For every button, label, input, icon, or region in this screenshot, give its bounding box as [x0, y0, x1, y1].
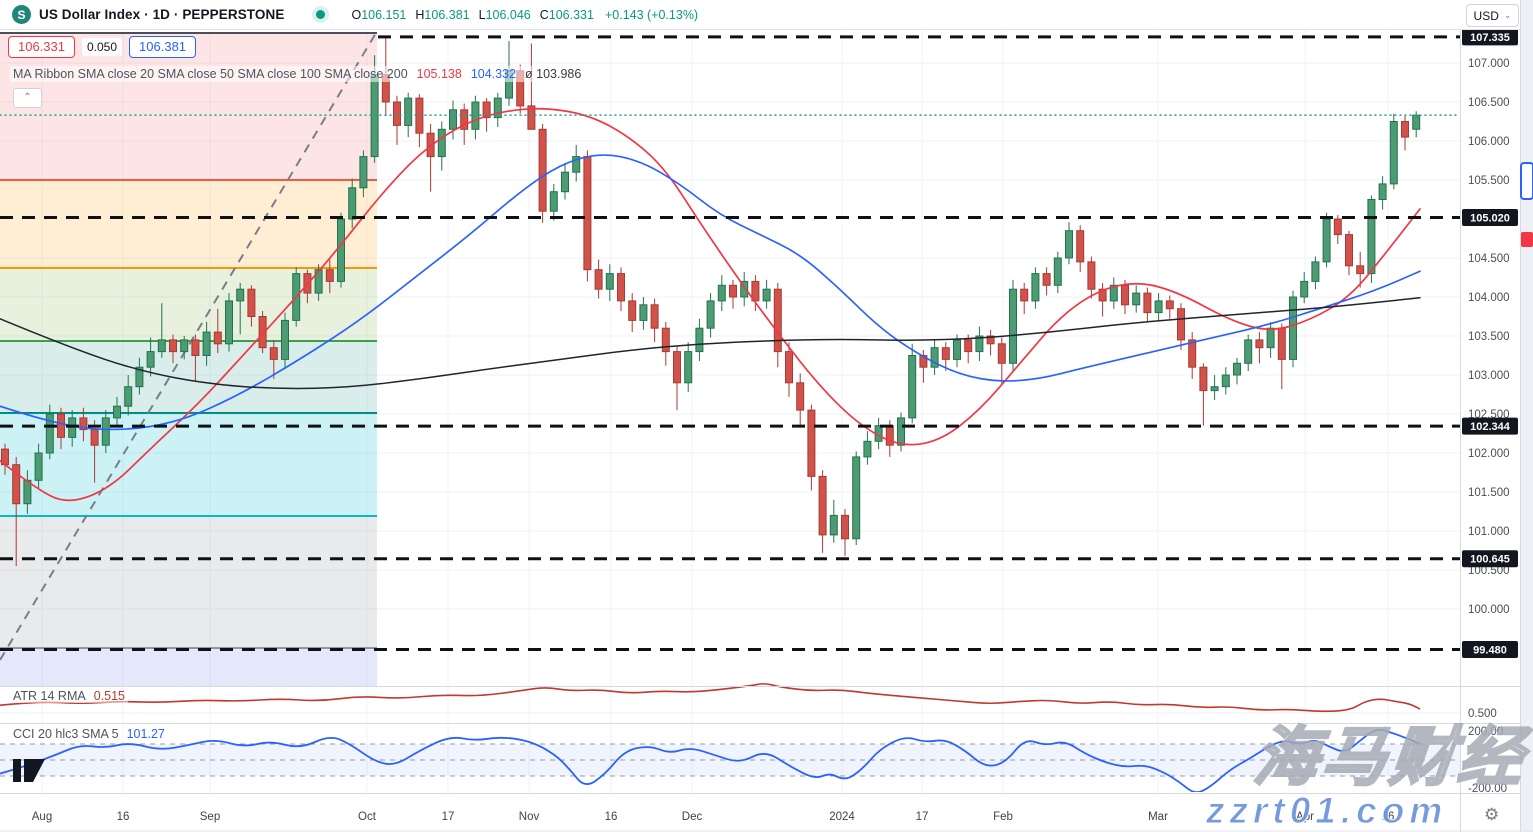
svg-text:104.000: 104.000 [1468, 292, 1510, 304]
cci-value: 101.27 [126, 727, 165, 741]
ma-ribbon-value-3: ø 103.986 [525, 67, 582, 81]
watermark-url: zzrt01.com [1205, 790, 1448, 832]
collapse-legend-button[interactable]: ⌃ [13, 88, 42, 108]
svg-text:Feb: Feb [993, 811, 1013, 823]
svg-text:105.020: 105.020 [1470, 212, 1510, 224]
ohlc-open: O106.151 [351, 7, 407, 22]
svg-text:2024: 2024 [829, 811, 855, 823]
svg-text:106.500: 106.500 [1468, 97, 1510, 109]
moving-averages [0, 107, 1421, 502]
svg-text:100.500: 100.500 [1468, 565, 1510, 577]
cci-indicator-legend[interactable]: CCI 20 hlc3 SMA 5 101.27 [10, 727, 168, 741]
right-panel-fragments [1520, 162, 1533, 247]
svg-text:-200.00: -200.00 [1468, 783, 1507, 795]
cci-label: CCI 20 hlc3 SMA 5 [13, 727, 119, 741]
svg-text:Apr: Apr [1296, 811, 1314, 823]
svg-text:107.335: 107.335 [1470, 32, 1510, 44]
svg-text:103.000: 103.000 [1468, 370, 1510, 382]
svg-text:105.500: 105.500 [1468, 175, 1510, 187]
buy-price-button[interactable]: 106.381 [129, 36, 197, 58]
svg-text:100.645: 100.645 [1470, 554, 1510, 566]
svg-text:Dec: Dec [682, 811, 703, 823]
ohlc-low: L106.046 [478, 7, 531, 22]
ohlc-close: C106.331 [539, 7, 594, 22]
watermark-cjk: 海马财经 [1249, 720, 1531, 795]
currency-label: USD [1473, 8, 1499, 23]
price-level-badge [1462, 550, 1518, 568]
sell-price-button[interactable]: 106.331 [8, 36, 75, 58]
price-level-badge [1462, 28, 1518, 46]
ma-ribbon-value-2: 104.332 [470, 67, 517, 81]
svg-text:16: 16 [117, 811, 130, 823]
symbol-logo[interactable]: S [12, 5, 31, 24]
svg-text:107.000: 107.000 [1468, 58, 1510, 70]
svg-text:17: 17 [916, 811, 929, 823]
svg-text:17: 17 [442, 811, 455, 823]
svg-text:0.500: 0.500 [1468, 708, 1497, 720]
price-level-badge [1462, 417, 1518, 435]
symbol-title[interactable]: US Dollar Index · 1D · PEPPERSTONE [39, 7, 285, 22]
svg-text:16: 16 [605, 811, 618, 823]
svg-text:102.000: 102.000 [1468, 448, 1510, 460]
atr-line [0, 683, 1421, 713]
tradingview-logo-icon[interactable] [13, 759, 47, 788]
price-level-badge [1462, 641, 1518, 659]
svg-text:100.000: 100.000 [1468, 604, 1510, 616]
cci-pane [0, 729, 1421, 792]
currency-dropdown[interactable]: USD ⌄ [1466, 4, 1519, 27]
svg-text:Aug: Aug [32, 811, 52, 823]
svg-text:101.000: 101.000 [1468, 526, 1510, 538]
ohlc-high: H106.381 [415, 7, 470, 22]
svg-text:101.500: 101.500 [1468, 487, 1510, 499]
svg-text:103.500: 103.500 [1468, 331, 1510, 343]
atr-indicator-legend[interactable]: ATR 14 RMA 0.515 [10, 689, 128, 703]
ma-ribbon-label: MA Ribbon SMA close 20 SMA close 50 SMA … [13, 67, 408, 81]
ma-ribbon-value-1: 105.138 [416, 67, 462, 81]
quote-row: 106.331 0.050 106.381 [8, 36, 197, 58]
spread-label: 0.050 [82, 38, 123, 56]
svg-text:Nov: Nov [519, 811, 540, 823]
svg-text:Sep: Sep [200, 811, 220, 823]
svg-text:102.344: 102.344 [1470, 421, 1511, 433]
price-level-badge [1462, 208, 1518, 226]
price-change: +0.143 (+0.13%) [604, 7, 699, 22]
svg-text:200.00: 200.00 [1468, 726, 1503, 738]
analysis-zones [0, 27, 380, 686]
svg-text:104.500: 104.500 [1468, 253, 1510, 265]
time-axis[interactable]: Aug 16 Sep Oct 17 Nov 16 Dec 2024 17 Feb Mar Apr 16 [32, 811, 1395, 823]
price-axis[interactable]: 107.000 106.500 106.000 105.500 104.500 104.0… [1462, 28, 1518, 795]
price-levels [0, 35, 1461, 652]
atr-pane [0, 683, 1421, 713]
chevron-down-icon: ⌄ [1503, 10, 1512, 20]
market-status-dot [316, 10, 326, 19]
settings-gear-icon[interactable]: ⚙ [1484, 805, 1500, 824]
ma-ribbon-legend[interactable]: MA Ribbon SMA close 20 SMA close 50 SMA … [10, 66, 585, 82]
toolbar: S US Dollar Index · 1D · PEPPERSTONE O10… [0, 0, 1520, 30]
svg-text:106.000: 106.000 [1468, 136, 1510, 148]
atr-value: 0.515 [93, 689, 125, 703]
atr-label: ATR 14 RMA [13, 689, 86, 703]
svg-text:Oct: Oct [358, 811, 377, 823]
svg-text:16: 16 [1382, 811, 1395, 823]
svg-text:Mar: Mar [1148, 811, 1168, 823]
svg-text:99.480: 99.480 [1473, 645, 1507, 657]
